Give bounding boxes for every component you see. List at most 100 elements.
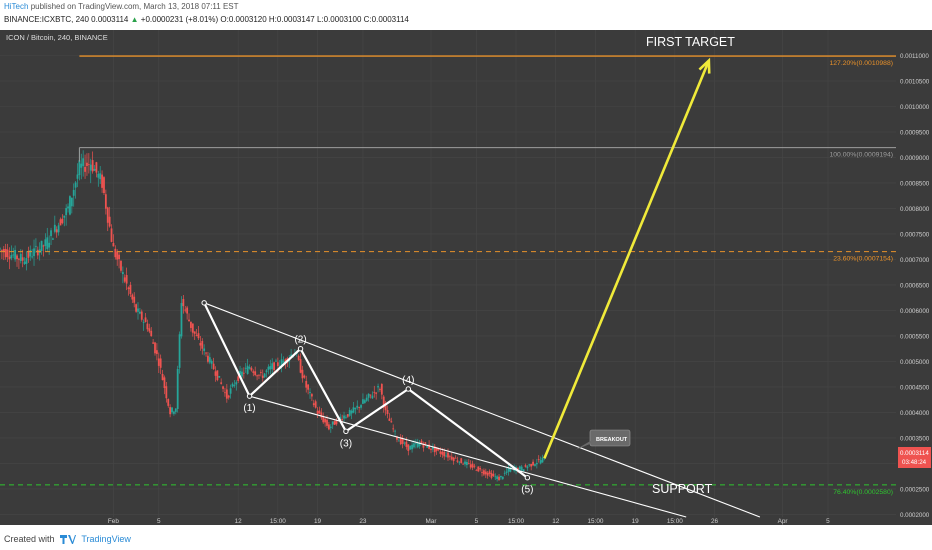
candles — [0, 149, 546, 482]
x-tick-label: 5 — [826, 518, 830, 525]
y-tick-label: 0.0004500 — [900, 384, 930, 391]
candle-body — [324, 418, 327, 423]
projection-arrowhead — [698, 57, 711, 74]
wave-label: (1) — [243, 403, 255, 414]
candle-body — [205, 352, 207, 354]
candle-body — [541, 457, 544, 463]
candle-body — [167, 399, 170, 406]
candle-body — [301, 369, 304, 379]
candle-body — [303, 375, 306, 378]
candle-body — [399, 437, 402, 445]
candle-body — [214, 371, 217, 376]
symbol-text: BINANCE:ICXBTC, 240 — [4, 15, 89, 24]
candle-body — [163, 377, 166, 389]
current-price-tag: 0.0003114 03:48:24 — [898, 447, 931, 468]
candle-body — [203, 348, 206, 351]
candle-body — [414, 443, 417, 445]
candle-body — [61, 218, 64, 224]
candle-body — [104, 194, 107, 209]
candle-body — [518, 466, 521, 470]
y-tick-label: 0.0004000 — [900, 410, 930, 417]
y-tick-label: 0.0010500 — [900, 78, 930, 85]
x-tick-label: 15:00 — [508, 518, 524, 525]
first-target-label: FIRST TARGET — [646, 35, 735, 49]
candle-body — [305, 380, 308, 388]
candle-body — [78, 160, 81, 176]
y-tick-label: 0.0008000 — [900, 206, 930, 213]
author-link[interactable]: HiTech — [4, 2, 29, 11]
candle-body — [496, 476, 499, 480]
x-tick-label: 15:00 — [587, 518, 603, 525]
candle-body — [331, 421, 334, 425]
y-tick-label: 0.0005000 — [900, 359, 930, 366]
candle-body — [174, 408, 177, 412]
candle-body — [182, 299, 185, 307]
tradingview-link[interactable]: TradingView — [81, 534, 131, 544]
wave-pattern: (1) (2) (3) (4) (5) — [201, 300, 534, 496]
current-price-text: 0.0003114 — [900, 450, 929, 457]
candle-body — [447, 452, 449, 458]
candle-body — [101, 174, 103, 188]
candle-body — [358, 407, 361, 409]
chart-area[interactable]: 127.20%(0.0010988) 100.00%(0.0009194) 23.6… — [0, 30, 932, 525]
candle-body — [494, 476, 497, 478]
candle-body — [210, 360, 213, 364]
candle-body — [322, 417, 325, 423]
candle-body — [197, 333, 200, 339]
candle-body — [246, 365, 249, 374]
candle-body — [33, 248, 35, 257]
y-tick-label: 0.0007000 — [900, 257, 930, 264]
candle-body — [21, 257, 24, 261]
support-label: SUPPORT — [652, 482, 713, 496]
x-tick-label: 12 — [235, 518, 243, 525]
candle-body — [384, 404, 387, 411]
candle-body — [191, 323, 194, 333]
created-with: Created with TradingView — [4, 534, 131, 545]
candle-body — [199, 342, 202, 346]
candle-body — [76, 174, 79, 179]
candle-body — [193, 331, 196, 334]
candle-body — [365, 397, 368, 401]
candle-body — [201, 341, 204, 349]
candle-body — [195, 334, 198, 336]
candle-body — [239, 370, 241, 374]
candle-body — [114, 248, 117, 258]
candle-body — [492, 473, 495, 476]
candle-body — [169, 407, 172, 415]
wave-label: (5) — [521, 485, 533, 496]
candle-body — [333, 421, 336, 425]
candle-body — [352, 407, 355, 413]
candle-body — [443, 451, 446, 457]
candle-body — [312, 403, 315, 406]
candle-body — [316, 410, 319, 414]
candle-body — [120, 260, 122, 271]
candle-body — [437, 448, 440, 451]
wave-point — [297, 346, 304, 352]
candle-body — [188, 319, 190, 322]
candle-body — [106, 207, 109, 223]
candle-body — [450, 456, 453, 460]
x-tick-label: 5 — [475, 518, 479, 525]
candle-body — [326, 419, 328, 426]
wave-point — [201, 300, 207, 306]
candle-body — [16, 255, 18, 260]
candle-body — [216, 370, 219, 381]
change-arrow-icon: ▲ — [130, 15, 139, 24]
candle-body — [498, 476, 500, 481]
candle-body — [103, 177, 105, 194]
candle-body — [27, 251, 30, 258]
candle-body — [335, 420, 338, 425]
candle-body — [224, 392, 226, 394]
candle-body — [146, 323, 149, 330]
candle-body — [87, 164, 90, 166]
candle-body — [448, 456, 451, 458]
candle-body — [12, 254, 15, 256]
candle-body — [176, 368, 179, 409]
candle-body — [86, 162, 88, 167]
candle-body — [477, 466, 480, 472]
x-tick-label: Mar — [425, 518, 437, 525]
candle-body — [42, 245, 45, 247]
candle-body — [2, 248, 5, 253]
chart-title: ICON / Bitcoin, 240, BINANCE — [6, 33, 108, 42]
price-chart[interactable]: 127.20%(0.0010988) 100.00%(0.0009194) 23.6… — [0, 30, 932, 525]
